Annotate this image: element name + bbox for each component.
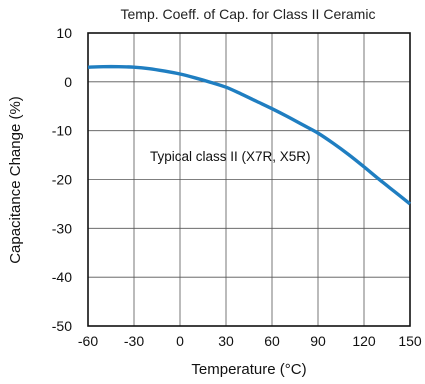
y-tick-label: -20 [52,172,72,188]
x-tick-label: 90 [310,333,326,349]
x-tick-label: 150 [398,333,422,349]
y-tick-labels: 10 0 -10 -20 -30 -40 -50 [52,25,72,334]
x-tick-label: 120 [352,333,376,349]
y-tick-label: -30 [52,220,72,236]
x-tick-label: -60 [78,333,98,349]
series-group [87,64,412,206]
y-axis-label: Capacitance Change (%) [7,96,24,264]
capacitance-curve [87,64,412,206]
grid [88,33,410,326]
x-tick-label: -30 [124,333,144,349]
y-tick-label: 10 [56,25,72,41]
y-tick-label: -50 [52,318,72,334]
x-tick-label: 30 [218,333,234,349]
y-tick-label: -10 [52,123,72,139]
x-tick-label: 0 [176,333,184,349]
x-tick-label: 60 [264,333,280,349]
y-tick-label: -40 [52,269,72,285]
y-tick-label: 0 [64,74,72,90]
x-tick-labels: -60 -30 0 30 60 90 120 150 [78,333,422,349]
chart-title: Temp. Coeff. of Cap. for Class II Cerami… [121,6,376,22]
x-axis-label: Temperature (°C) [191,361,306,378]
plot-frame [87,32,411,327]
chart-annotation: Typical class II (X7R, X5R) [150,149,311,164]
